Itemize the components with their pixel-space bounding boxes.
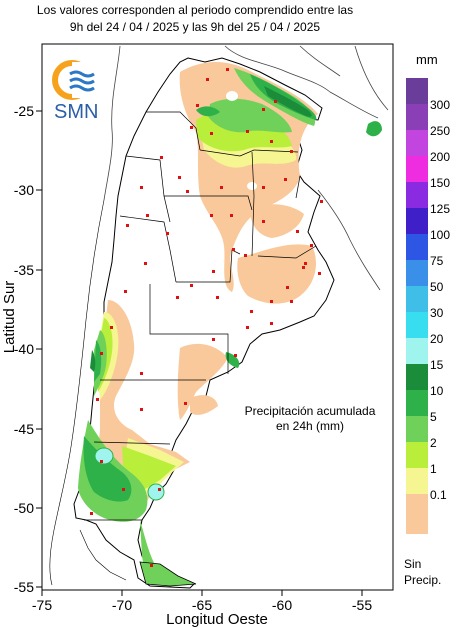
legend-unit: mm: [416, 52, 438, 67]
legend-swatch: [406, 416, 428, 442]
legend-label: 75: [430, 254, 444, 268]
legend-swatch: [406, 494, 428, 534]
x-tick-label: -60: [272, 597, 292, 613]
no-precip-line-1: Sin: [404, 557, 422, 571]
legend-label: 30: [430, 306, 444, 320]
annotation-line-1: Precipitación acumulada: [244, 404, 376, 418]
legend-swatch: [406, 208, 428, 234]
legend-swatch: [406, 104, 428, 130]
legend-label: 50: [430, 280, 444, 294]
legend-label: 200: [430, 150, 451, 164]
precip-10-15-areas: [90, 86, 312, 372]
annotation-line-2: en 24h (mm): [275, 419, 345, 433]
legend-label: 150: [430, 176, 451, 190]
legend-label: 1: [430, 462, 437, 476]
y-tick-label: -45: [14, 421, 34, 437]
y-tick-label: -50: [14, 500, 34, 516]
legend-label: 20: [430, 332, 444, 346]
legend-label: 100: [430, 228, 451, 242]
legend-swatch: [406, 234, 428, 260]
legend-swatch: [406, 390, 428, 416]
legend-label: 125: [430, 202, 451, 216]
legend-swatch: [406, 182, 428, 208]
legend-swatch: [406, 442, 428, 468]
legend-swatch: [406, 312, 428, 338]
y-tick-label: -30: [14, 182, 34, 198]
axis-ticks: [36, 110, 363, 596]
map-annotation: Precipitación acumulada en 24h (mm): [225, 404, 395, 434]
legend-swatch: [406, 338, 428, 364]
y-axis-title: Latitud Sur: [1, 281, 18, 354]
x-tick-label: -75: [32, 597, 52, 613]
legend-swatch: [406, 260, 428, 286]
legend-label: 15: [430, 358, 444, 372]
tierra-del-fuego: [139, 561, 197, 587]
legend-label: 10: [430, 384, 444, 398]
header-line-2: 9h del 24 / 04 / 2025 y las 9h del 25 / …: [69, 20, 321, 34]
legend-swatch: [406, 130, 428, 156]
x-tick-label: -65: [192, 597, 212, 613]
x-tick-label: -70: [112, 597, 132, 613]
logo-text: SMN: [54, 101, 98, 123]
weather-stations: [90, 68, 323, 567]
legend-swatch: [406, 156, 428, 182]
header-line-1: Los valores corresponden al periodo comp…: [36, 3, 354, 17]
y-tick-label: -55: [14, 579, 34, 595]
legend-label: 300: [430, 98, 451, 112]
legend-swatch: [406, 78, 428, 104]
legend-swatch: [406, 286, 428, 312]
map-header: Los valores corresponden al periodo comp…: [0, 2, 390, 36]
legend-label: 2: [430, 436, 437, 450]
legend-label: 5: [430, 410, 437, 424]
neighbor-borders: [103, 45, 389, 291]
no-precip-line-2: Precip.: [404, 573, 442, 587]
y-tick-label: -25: [14, 103, 34, 119]
smn-logo: SMN: [52, 60, 98, 123]
x-axis-title: Longitud Oeste: [166, 611, 268, 628]
legend-no-precip-label: Sin Precip.: [404, 556, 441, 588]
chile-coastline: [49, 199, 127, 586]
y-tick-label: -35: [14, 262, 34, 278]
legend-swatch: [406, 468, 428, 494]
legend-label: 250: [430, 124, 451, 138]
legend-label: 0.1: [430, 488, 447, 502]
province-borders: [84, 111, 317, 521]
dry-spots: [226, 91, 257, 190]
y-tick-label: -40: [14, 341, 34, 357]
smn-sun-waves-icon: [52, 60, 95, 100]
legend-swatch: [406, 364, 428, 390]
x-tick-label: -55: [352, 597, 372, 613]
